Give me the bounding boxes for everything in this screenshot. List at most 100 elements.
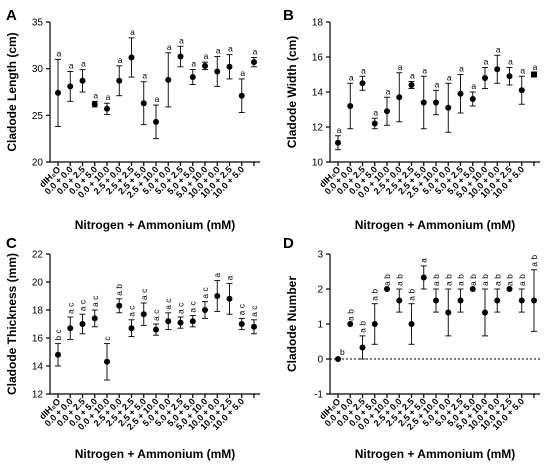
data-point <box>384 108 390 115</box>
significance-label: a <box>204 51 209 61</box>
significance-label: a <box>386 86 391 96</box>
panel-letter: C <box>6 235 17 252</box>
significance-label: a <box>69 60 74 70</box>
y-tick-label: 35 <box>32 18 44 29</box>
y-tick-label: 20 <box>32 278 44 289</box>
data-point <box>518 297 525 304</box>
y-tick-label: 10 <box>312 158 324 169</box>
significance-label: a <box>106 92 111 102</box>
data-point <box>371 321 378 327</box>
data-point <box>55 351 61 358</box>
y-tick-label: 30 <box>32 64 44 75</box>
significance-label: a c <box>237 303 247 315</box>
data-point <box>506 73 513 80</box>
significance-label: a <box>93 90 98 100</box>
significance-label: a <box>435 79 440 89</box>
data-point <box>55 89 61 96</box>
significance-label: a <box>253 46 258 56</box>
y-axis-title: Cladode Length (cm) <box>5 32 19 151</box>
data-point <box>457 90 464 97</box>
data-point <box>371 120 378 127</box>
data-point <box>153 118 159 125</box>
significance-label: a b <box>370 289 380 301</box>
data-point <box>518 87 525 94</box>
y-tick-label: -1 <box>314 390 323 401</box>
significance-label: a <box>216 46 221 56</box>
significance-label: a <box>471 81 476 91</box>
significance-label: a <box>398 62 403 72</box>
data-point <box>335 356 341 362</box>
data-point <box>506 286 513 292</box>
significance-label: a <box>81 59 86 69</box>
significance-label: a <box>520 65 525 75</box>
significance-label: a <box>225 275 235 280</box>
significance-label: a b <box>345 309 355 321</box>
data-point <box>238 321 245 327</box>
data-point <box>140 311 147 318</box>
significance-label: a <box>459 64 464 74</box>
significance-label: a b <box>407 289 417 301</box>
significance-label: a b <box>517 274 527 286</box>
significance-label: b c <box>53 329 63 341</box>
data-point <box>116 77 123 84</box>
significance-label: a <box>496 44 501 54</box>
x-axis-title: Nitrogen + Ammonium (mM) <box>75 447 236 461</box>
significance-label: c <box>102 336 112 341</box>
significance-label: a <box>142 71 147 81</box>
significance-label: a <box>410 71 415 81</box>
y-tick-label: 2 <box>317 285 323 296</box>
data-point <box>457 297 464 304</box>
y-tick-label: 18 <box>312 18 324 29</box>
significance-label: a <box>130 27 135 37</box>
data-point <box>128 325 135 332</box>
data-point <box>469 286 476 292</box>
data-point <box>469 96 476 102</box>
y-tick-label: 12 <box>32 390 44 401</box>
significance-label: a b <box>456 274 466 286</box>
y-tick-label: 20 <box>32 158 44 169</box>
significance-label: a b <box>505 274 515 286</box>
significance-label: a <box>155 94 160 104</box>
significance-label: a b <box>492 274 502 286</box>
data-point <box>202 307 208 313</box>
data-point <box>347 321 354 327</box>
y-tick-label: 16 <box>312 53 324 64</box>
panel-letter: D <box>283 235 294 252</box>
data-point <box>359 80 366 87</box>
significance-label: a <box>349 72 354 82</box>
significance-label: a <box>484 57 489 67</box>
data-point <box>359 344 366 351</box>
significance-label: a c <box>249 305 259 317</box>
data-point <box>189 318 196 325</box>
y-tick-label: 1 <box>317 320 323 331</box>
data-point <box>420 99 427 106</box>
data-point <box>531 71 537 78</box>
data-point <box>335 139 341 146</box>
y-tick-label: 0 <box>317 355 323 366</box>
significance-label: a <box>191 59 196 69</box>
x-axis-title: Nitrogen + Ammonium (mM) <box>355 447 516 461</box>
data-point <box>116 302 123 309</box>
y-tick-label: 14 <box>32 362 44 373</box>
significance-label: a b <box>394 274 404 286</box>
data-point <box>396 297 403 304</box>
data-point <box>177 319 184 326</box>
data-point <box>104 105 110 112</box>
data-point <box>251 323 257 330</box>
significance-label: a c <box>90 295 100 307</box>
significance-label: a b <box>529 255 539 267</box>
data-point <box>202 62 208 69</box>
data-point <box>396 94 403 101</box>
significance-label: a <box>373 107 378 117</box>
significance-label: b <box>340 347 345 357</box>
significance-label: a c <box>200 287 210 299</box>
data-point <box>494 297 501 304</box>
significance-label: a <box>337 125 342 135</box>
y-axis-title: Cladode Width (cm) <box>285 36 299 149</box>
y-tick-label: 25 <box>32 111 44 122</box>
data-point <box>384 286 390 292</box>
significance-label: a <box>167 42 172 52</box>
